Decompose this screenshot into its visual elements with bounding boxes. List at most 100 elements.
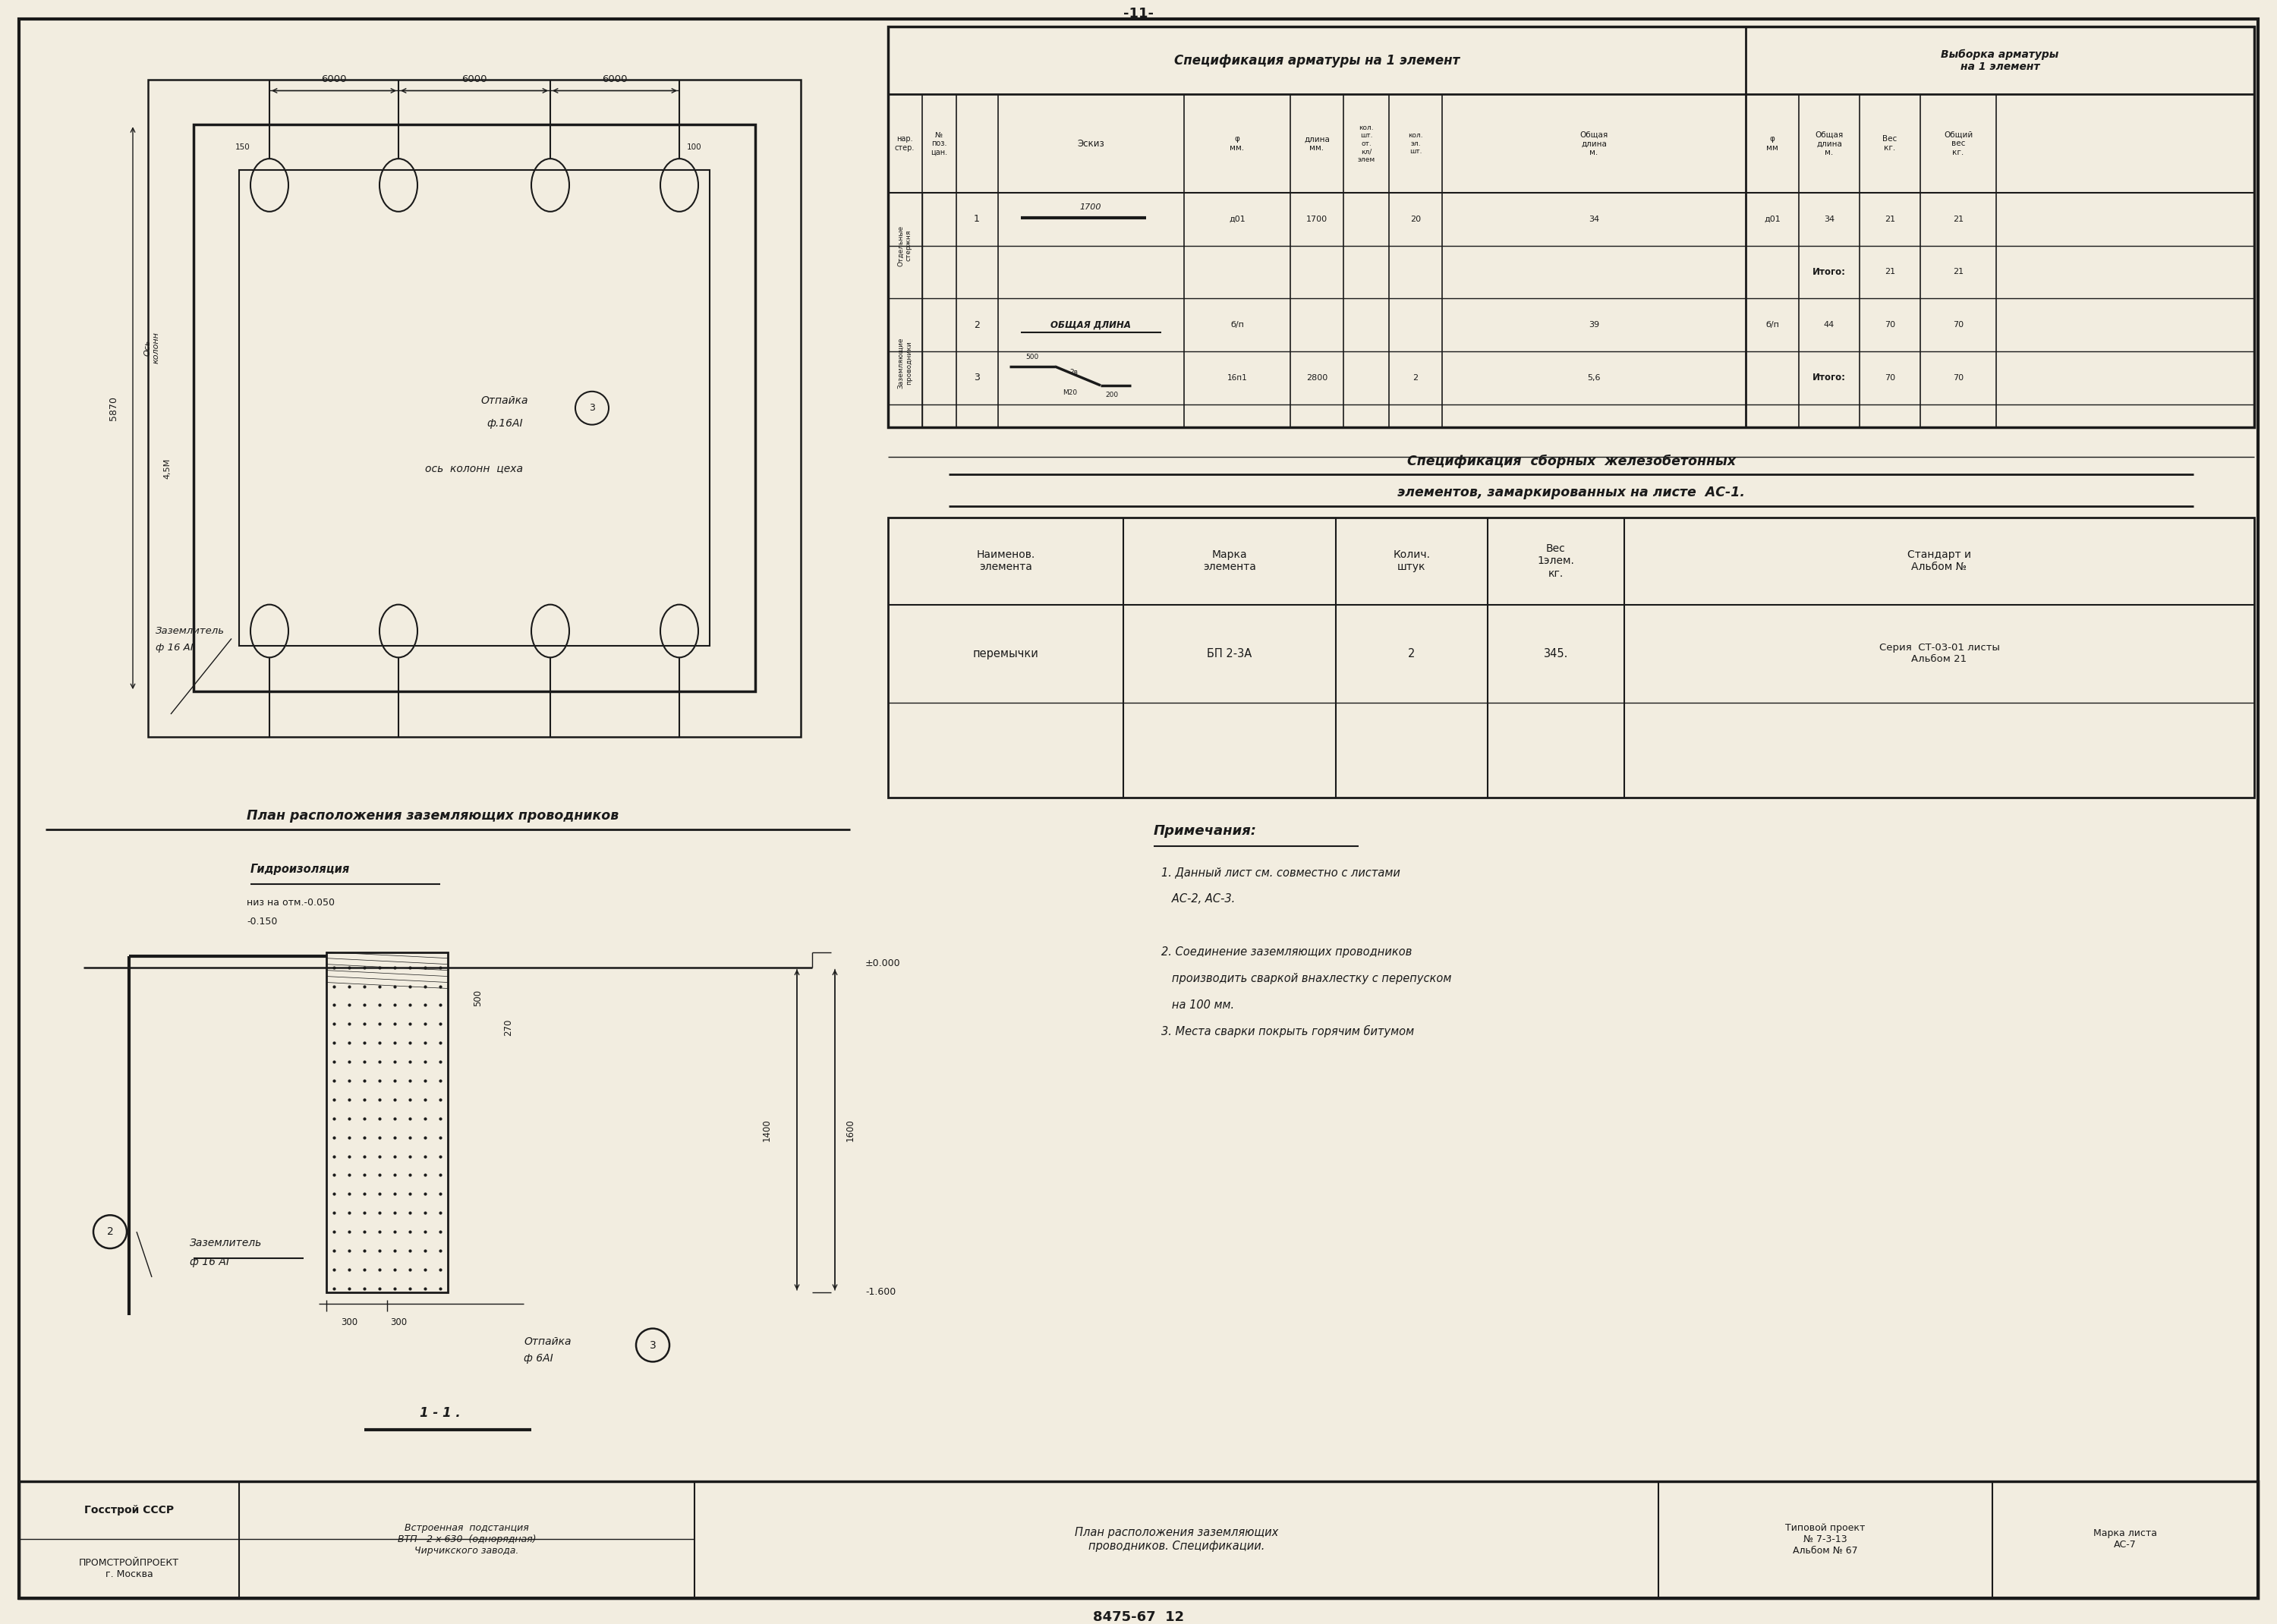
Text: д01: д01 [1765, 216, 1781, 222]
Text: Отдельные
стержня: Отдельные стержня [897, 226, 913, 266]
Text: План расположения заземляющих
проводников. Спецификации.: План расположения заземляющих проводнико… [1075, 1527, 1277, 1551]
Text: длина
мм.: длина мм. [1305, 135, 1330, 151]
Text: 1700: 1700 [1307, 216, 1327, 222]
Text: 34: 34 [1824, 216, 1835, 222]
Text: кол.
эл.
шт.: кол. эл. шт. [1407, 132, 1423, 154]
Text: 5,6: 5,6 [1587, 374, 1601, 382]
Text: Ось
колонн: Ось колонн [143, 331, 159, 364]
Text: 300: 300 [342, 1317, 357, 1327]
Text: 8475-67  12: 8475-67 12 [1093, 1611, 1184, 1624]
Text: Стандарт и
Альбом №: Стандарт и Альбом № [1908, 549, 1972, 573]
Text: 70: 70 [1954, 374, 1963, 382]
Text: Общий
вес
кг.: Общий вес кг. [1945, 132, 1972, 156]
Text: План расположения заземляющих проводников: План расположения заземляющих проводнико… [246, 809, 619, 823]
Text: Вес
кг.: Вес кг. [1883, 135, 1897, 151]
Text: Заземлитель: Заземлитель [189, 1237, 262, 1249]
Text: М20: М20 [1063, 390, 1077, 396]
Text: Марка листа
АС-7: Марка листа АС-7 [2093, 1528, 2156, 1549]
Text: 70: 70 [1885, 374, 1894, 382]
Text: 3: 3 [649, 1340, 656, 1351]
Text: ПРОМСТРОЙПРОЕКТ
г. Москва: ПРОМСТРОЙПРОЕКТ г. Москва [80, 1557, 180, 1580]
Text: 2. Соединение заземляющих проводников: 2. Соединение заземляющих проводников [1161, 947, 1412, 958]
Text: Спецификация  сборных  железобетонных: Спецификация сборных железобетонных [1407, 455, 1735, 468]
Bar [148, 80, 802, 737]
Text: Эскиз: Эскиз [1077, 138, 1104, 148]
Bar [888, 26, 2254, 427]
Text: φ
мм.: φ мм. [1230, 135, 1246, 151]
Text: -1.600: -1.600 [865, 1288, 895, 1298]
Text: перемычки: перемычки [972, 648, 1038, 659]
Text: 2800: 2800 [1307, 374, 1327, 382]
Text: 6000: 6000 [601, 75, 628, 84]
Text: φ
мм: φ мм [1767, 135, 1778, 151]
Text: Наименов.
элемента: Наименов. элемента [977, 549, 1036, 573]
Text: Типовой проект
№ 7-3-13
Альбом № 67: Типовой проект № 7-3-13 Альбом № 67 [1785, 1523, 1865, 1556]
Text: Примечания:: Примечания: [1154, 825, 1257, 838]
Text: б/п: б/п [1230, 322, 1243, 328]
Text: ±0.000: ±0.000 [865, 958, 902, 968]
Text: Итого:: Итого: [1812, 374, 1847, 383]
Text: БП 2-3А: БП 2-3А [1207, 648, 1252, 659]
Text: Общая
длина
м.: Общая длина м. [1580, 132, 1608, 156]
Bar [326, 952, 449, 1293]
Text: Отпайка: Отпайка [524, 1337, 572, 1346]
Text: ОБЩАЯ ДЛИНА: ОБЩАЯ ДЛИНА [1050, 320, 1132, 330]
Text: ф.16АI: ф.16АI [487, 417, 524, 429]
Text: 1. Данный лист см. совместно с листами: 1. Данный лист см. совместно с листами [1161, 867, 1400, 879]
Text: 70: 70 [1954, 322, 1963, 328]
Text: -11-: -11- [1123, 6, 1154, 21]
Text: нар.
стер.: нар. стер. [895, 135, 915, 151]
Text: 3: 3 [590, 403, 594, 412]
Text: 100: 100 [688, 143, 701, 151]
Text: ф 16 АI: ф 16 АI [189, 1257, 230, 1267]
Text: 20: 20 [1409, 216, 1421, 222]
Text: 200: 200 [1104, 391, 1118, 398]
Text: ф 6АI: ф 6АI [524, 1353, 553, 1364]
Text: 500: 500 [1025, 354, 1038, 361]
Text: 500: 500 [474, 989, 483, 1005]
Text: 150: 150 [235, 143, 250, 151]
Text: Встроенная  подстанция
ВТП - 2 х 630  (однорядная)
Чирчикского завода.: Встроенная подстанция ВТП - 2 х 630 (одн… [398, 1523, 535, 1556]
Text: 300: 300 [389, 1317, 408, 1327]
Text: Общая
длина
м.: Общая длина м. [1815, 132, 1844, 156]
Text: 16п1: 16п1 [1227, 374, 1248, 382]
Text: АС-2, АС-3.: АС-2, АС-3. [1161, 893, 1234, 905]
Text: б/п: б/п [1765, 322, 1778, 328]
Text: 6000: 6000 [462, 75, 487, 84]
Text: Итого:: Итого: [1812, 266, 1847, 278]
Text: 2: 2 [1407, 648, 1416, 659]
Text: на 100 мм.: на 100 мм. [1161, 999, 1234, 1010]
Text: 21: 21 [1885, 216, 1894, 222]
Text: 345.: 345. [1544, 648, 1569, 659]
Text: 4,5М: 4,5М [164, 458, 171, 479]
Text: ось  колонн  цеха: ось колонн цеха [426, 463, 524, 474]
Text: -0.150: -0.150 [246, 918, 278, 927]
Text: Спецификация арматуры на 1 элемент: Спецификация арматуры на 1 элемент [1175, 54, 1460, 67]
Text: 2: 2 [1412, 374, 1419, 382]
Text: 1: 1 [975, 214, 979, 224]
Text: элементов, замаркированных на листе  АС-1.: элементов, замаркированных на листе АС-1… [1398, 486, 1744, 500]
Text: 5870: 5870 [109, 396, 118, 421]
Text: кол.
шт.
от.
кл/
элем: кол. шт. от. кл/ элем [1357, 125, 1375, 162]
Text: Вес
1элем.
кг.: Вес 1элем. кг. [1537, 544, 1573, 578]
Text: 44: 44 [1824, 322, 1835, 328]
Text: 34: 34 [1589, 216, 1598, 222]
Text: 1 - 1 .: 1 - 1 . [419, 1406, 460, 1419]
Text: 270: 270 [503, 1020, 515, 1036]
Text: 1400: 1400 [761, 1119, 772, 1142]
Text: Колич.
штук: Колич. штук [1394, 549, 1430, 573]
Text: 1600: 1600 [845, 1119, 856, 1142]
Text: Марка
элемента: Марка элемента [1202, 549, 1257, 573]
Text: Выборка арматуры
на 1 элемент: Выборка арматуры на 1 элемент [1940, 49, 2058, 71]
Text: 1700: 1700 [1079, 203, 1102, 211]
Text: 3: 3 [975, 374, 979, 383]
Text: Госстрой СССР: Госстрой СССР [84, 1504, 173, 1515]
Text: Гидроизоляция: Гидроизоляция [250, 864, 351, 875]
Text: ф 16 АI: ф 16 АI [155, 643, 194, 653]
Text: Заземляющие
проводники: Заземляющие проводники [897, 338, 913, 388]
Text: 2в: 2в [1070, 369, 1079, 377]
Text: 2: 2 [975, 320, 979, 330]
Bar [194, 125, 756, 692]
Bar [888, 518, 2254, 797]
Bar [239, 171, 710, 646]
